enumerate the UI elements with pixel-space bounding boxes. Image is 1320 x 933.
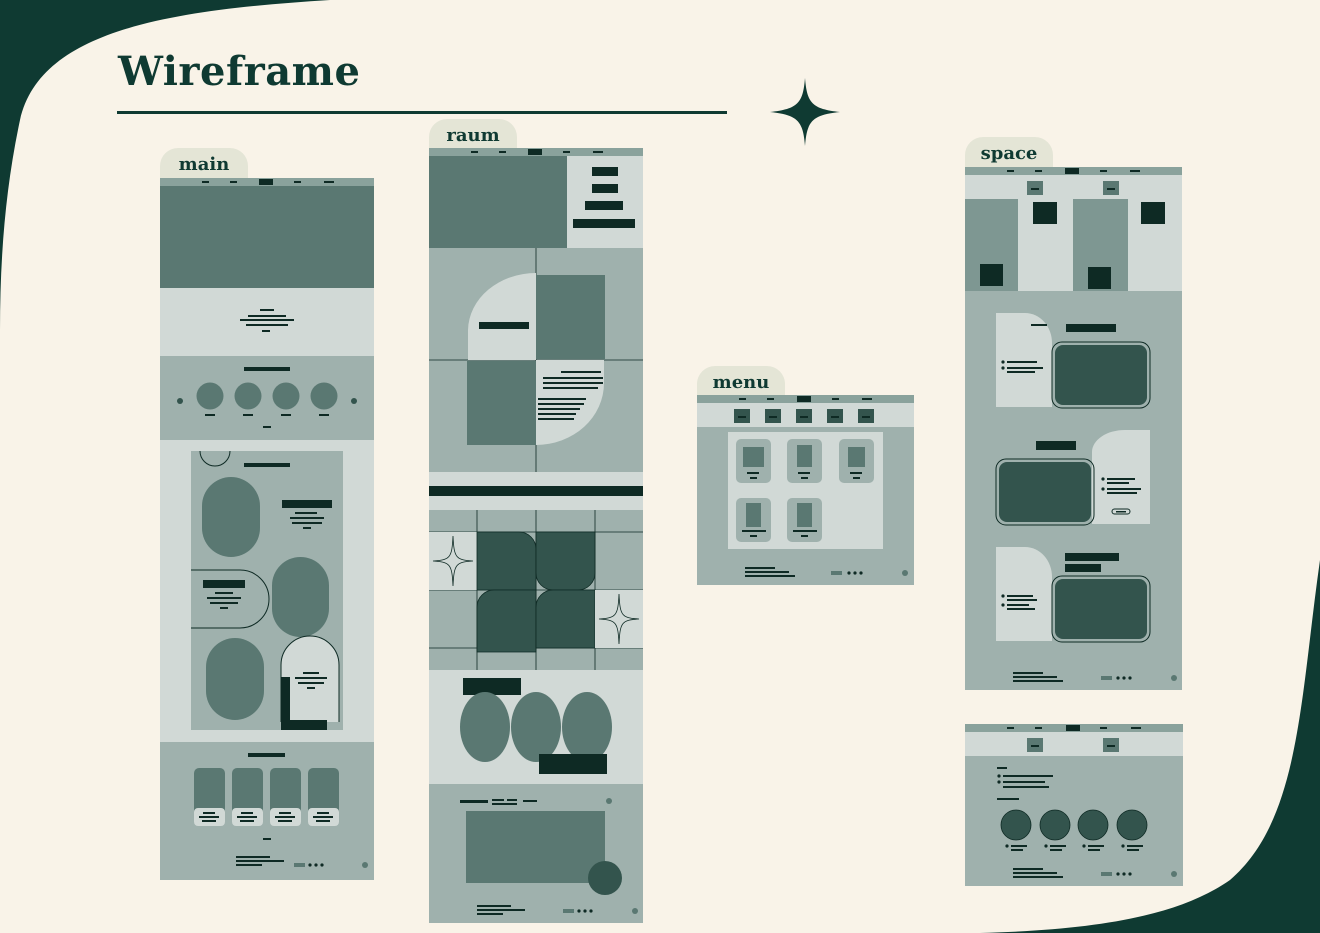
raum-hero [429, 156, 567, 248]
page-title: Wireframe [118, 48, 361, 95]
frame-space-2 [965, 724, 1183, 886]
frame-main [160, 178, 374, 880]
tab-raum[interactable]: raum [429, 119, 517, 151]
tab-space-label: space [980, 143, 1038, 164]
main-hero [160, 186, 374, 288]
tab-main-label: main [178, 154, 230, 175]
tab-main[interactable]: main [160, 148, 248, 180]
frame-menu [697, 395, 914, 585]
main-cards [160, 742, 374, 880]
tab-menu[interactable]: menu [697, 366, 785, 398]
main-features [160, 440, 374, 742]
title-underline [117, 111, 727, 114]
frame-raum [429, 148, 643, 923]
sparkle-star-icon [770, 78, 840, 146]
main-carousel [160, 356, 374, 440]
tab-space[interactable]: space [965, 137, 1053, 169]
frame-space [965, 167, 1182, 690]
main-intro [160, 288, 374, 356]
raum-grid [429, 248, 643, 923]
tab-raum-label: raum [446, 125, 500, 146]
main-nav [160, 178, 374, 186]
tab-menu-label: menu [712, 372, 770, 393]
raum-nav [429, 148, 643, 156]
raum-hero-menu [567, 156, 643, 248]
